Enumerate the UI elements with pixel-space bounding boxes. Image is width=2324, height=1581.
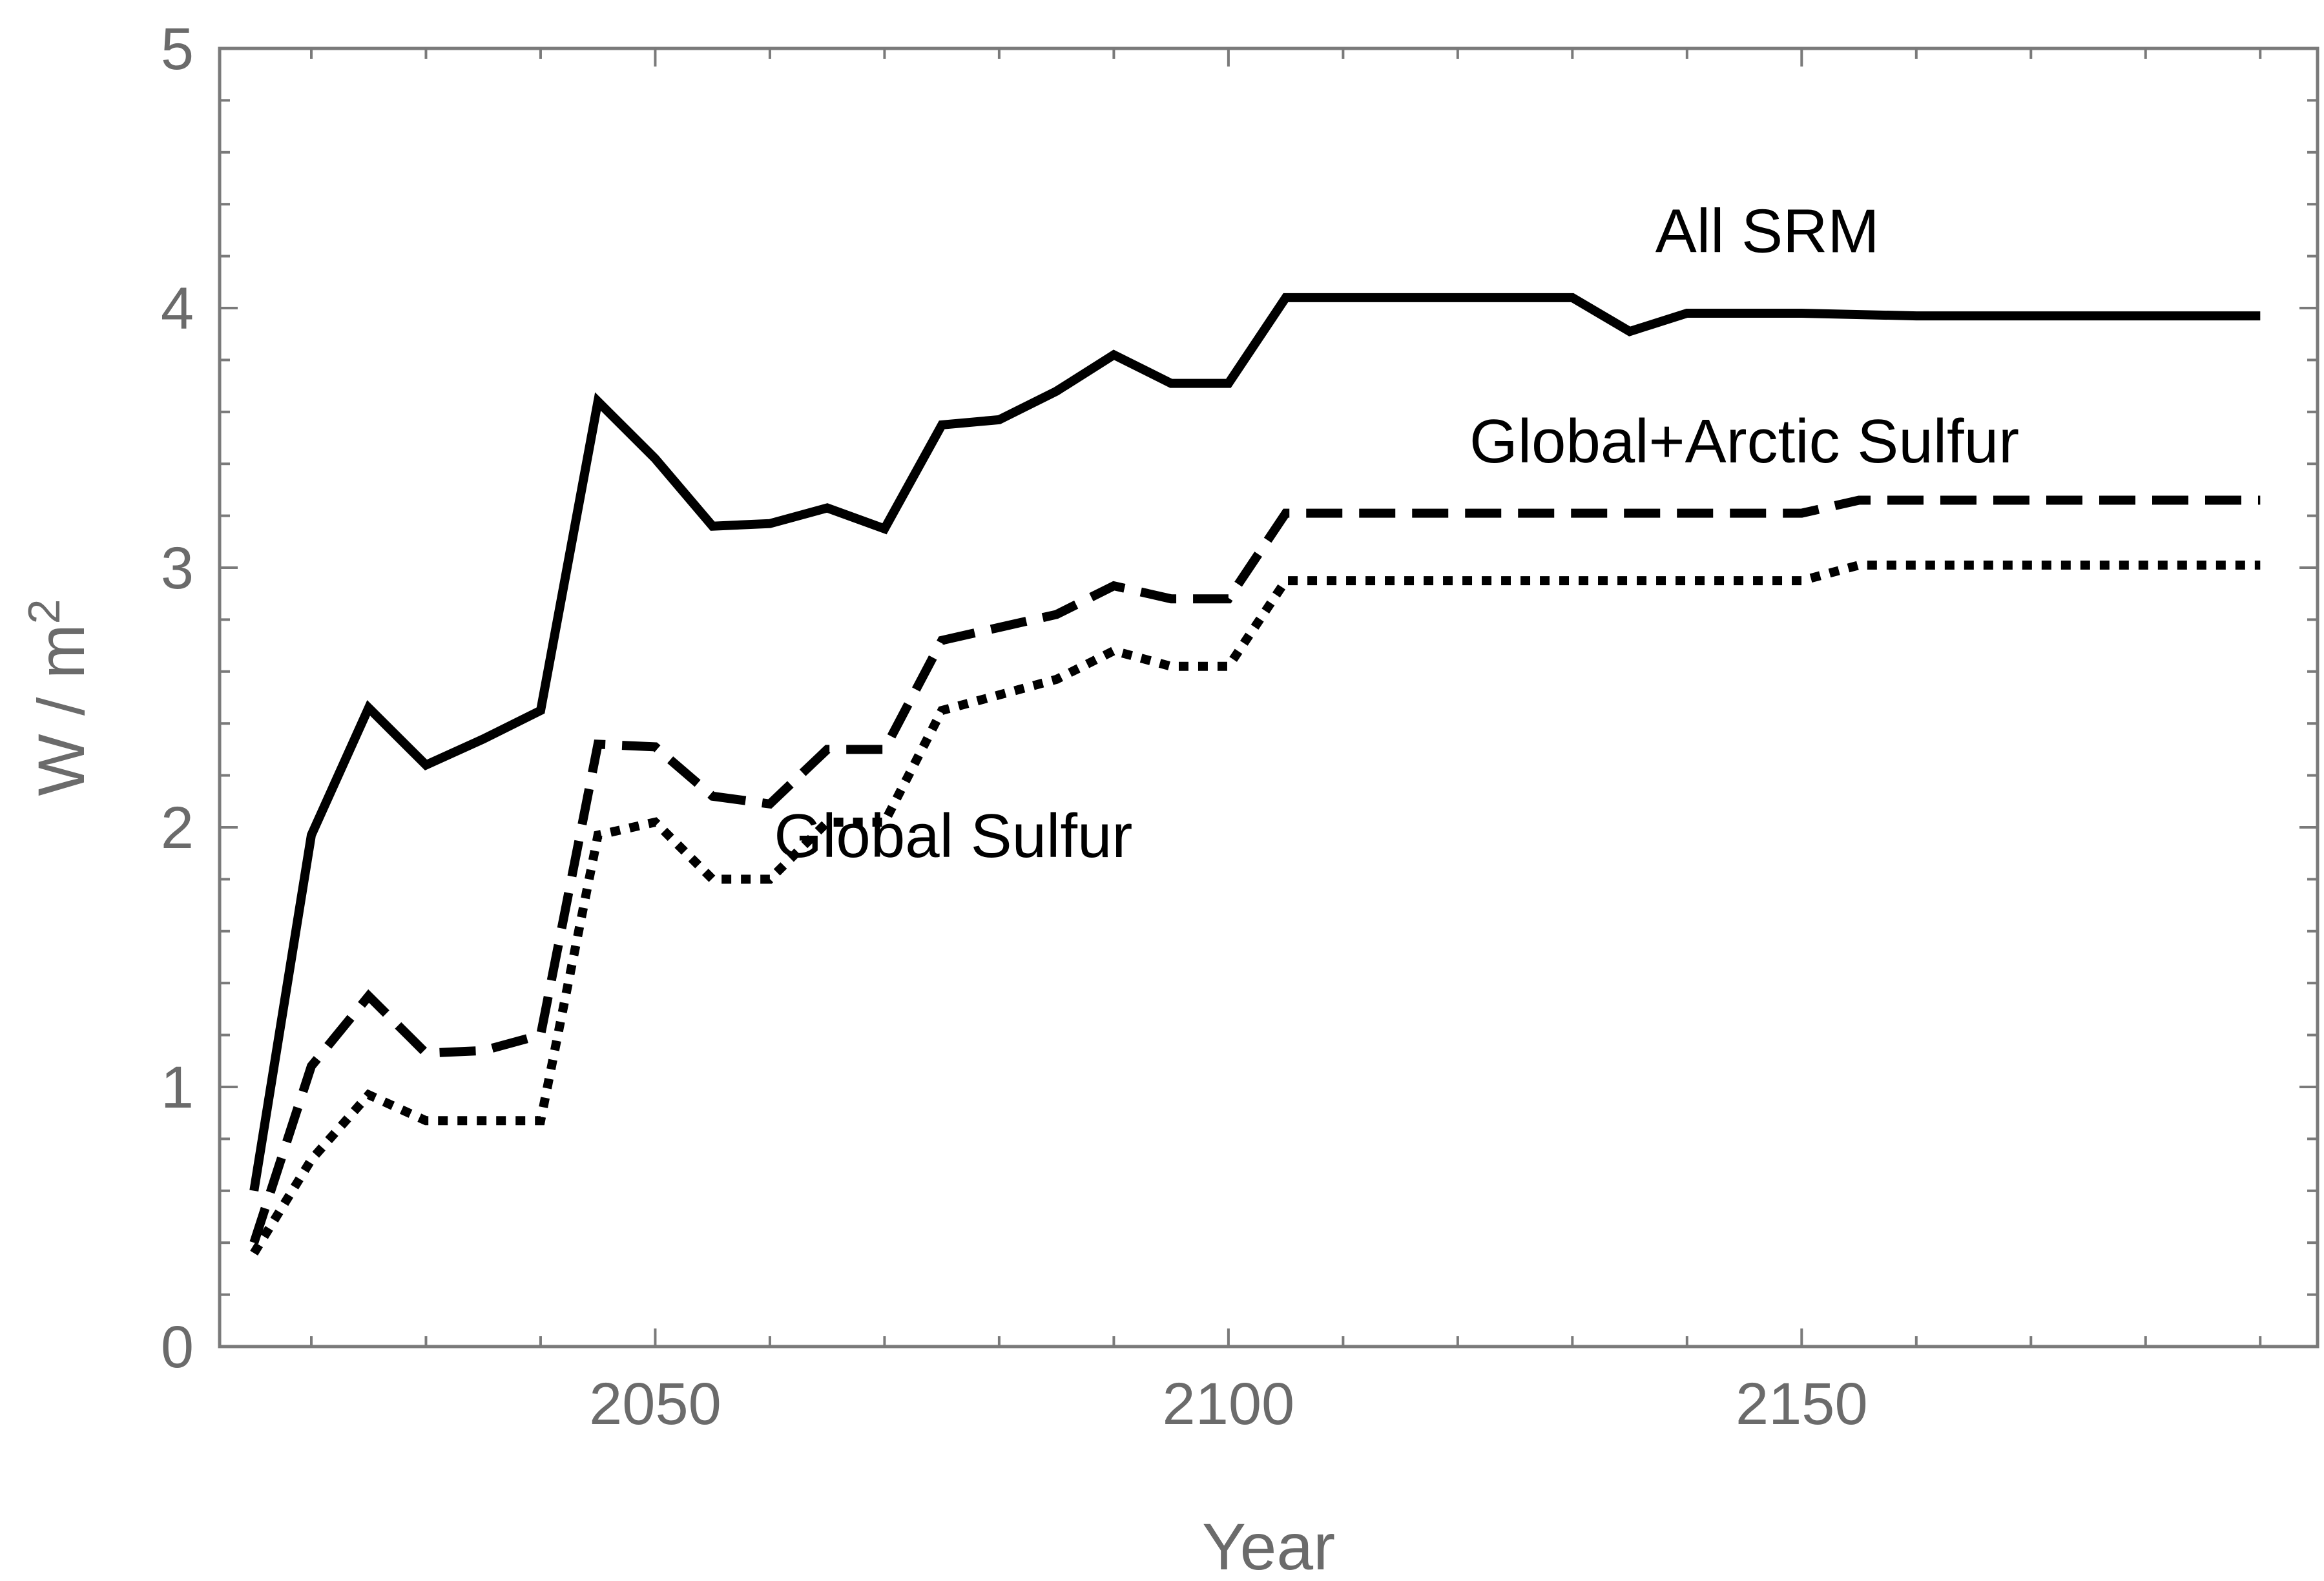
series-label-global-sulfur: Global Sulfur (774, 801, 1132, 871)
x-tick-label: 2100 (1163, 1371, 1295, 1437)
y-axis-title-main: W / m (25, 624, 98, 796)
y-tick-label: 0 (161, 1314, 194, 1380)
y-axis-title: W / m2 (19, 599, 98, 796)
y-tick-label: 3 (161, 535, 194, 601)
x-axis-title: Year (1202, 1510, 1335, 1581)
x-tick-label: 2050 (589, 1371, 721, 1437)
series-label-all-srm: All SRM (1655, 196, 1880, 265)
y-tick-label: 2 (161, 795, 194, 861)
tick-labels: 2050 2100 2150 0 1 2 3 4 5 (161, 16, 1868, 1437)
series-label-global-arctic-sulfur: Global+Arctic Sulfur (1469, 407, 2019, 476)
series-labels: All SRM Global+Arctic Sulfur Global Sulfur (774, 196, 2019, 871)
y-tick-label: 5 (161, 16, 194, 82)
series-group (249, 293, 2261, 1256)
y-tick-label: 1 (161, 1055, 194, 1121)
y-axis-title-superscript: 2 (19, 599, 69, 624)
plot-frame (218, 46, 2319, 1348)
series-line-global-sulfur (250, 561, 2261, 1256)
x-tick-label: 2150 (1736, 1371, 1868, 1437)
series-line-all-srm (249, 293, 2261, 1192)
series-line-global-arctic-sulfur (249, 495, 2261, 1245)
y-tick-label: 4 (161, 276, 194, 342)
